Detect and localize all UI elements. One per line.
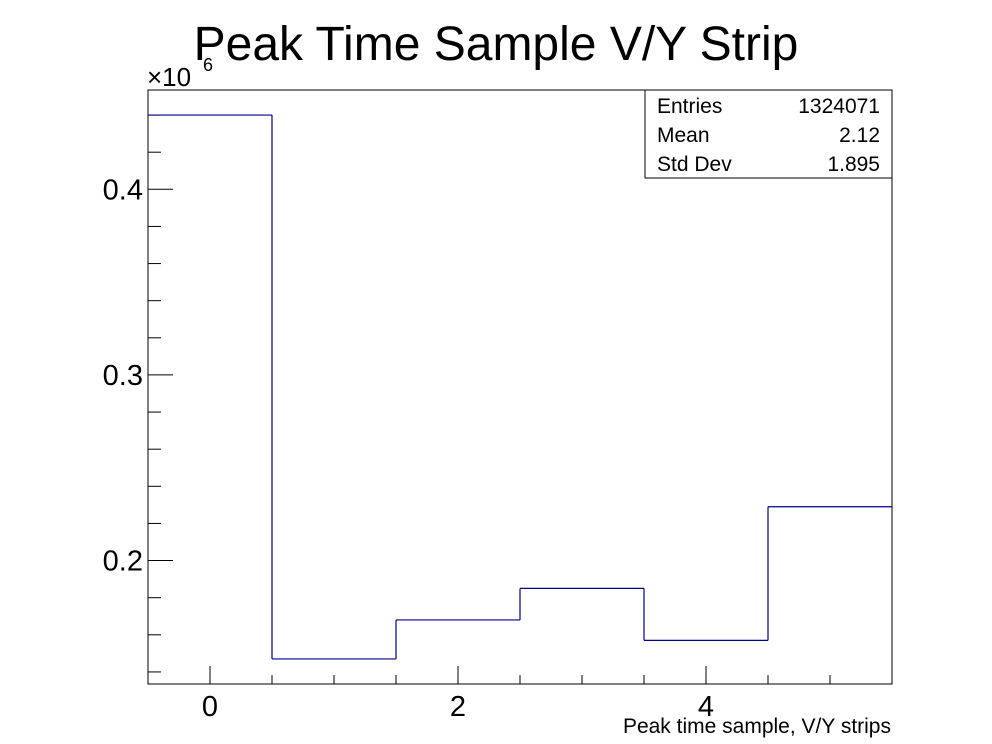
x-axis-tick-labels: 0 2 4	[202, 691, 714, 723]
stats-box: Entries 1324071 Mean 2.12 Std Dev 1.895	[644, 89, 893, 179]
stats-label: Std Dev	[657, 153, 732, 176]
stats-value: 1.895	[827, 153, 880, 176]
stats-value: 1324071	[798, 95, 880, 118]
y-multiplier-base: ×10	[147, 62, 191, 92]
y-tick-label: 0.4	[103, 174, 143, 206]
x-axis-label: Peak time sample, V/Y strips	[623, 715, 891, 738]
y-tick-label: 0.2	[103, 546, 143, 578]
x-tick-label: 2	[450, 691, 466, 723]
y-axis-ticks	[148, 114, 173, 673]
stats-value: 2.12	[839, 124, 880, 147]
x-tick-label: 0	[202, 691, 218, 723]
stats-rows: Entries 1324071 Mean 2.12 Std Dev 1.895	[657, 95, 880, 176]
y-axis-tick-labels: 0.2 0.3 0.4	[103, 174, 143, 577]
y-tick-label: 0.3	[103, 360, 143, 392]
x-axis-ticks	[147, 666, 893, 684]
stats-box-frame	[644, 89, 893, 179]
stats-label: Entries	[657, 95, 722, 118]
y-multiplier-label: ×10 6	[147, 55, 213, 92]
histogram-bins	[148, 114, 892, 660]
y-multiplier-exponent: 6	[203, 55, 213, 75]
x-tick-label: 4	[698, 691, 714, 723]
stats-label: Mean	[657, 124, 710, 147]
chart-title: Peak Time Sample V/Y Strip	[194, 18, 799, 71]
